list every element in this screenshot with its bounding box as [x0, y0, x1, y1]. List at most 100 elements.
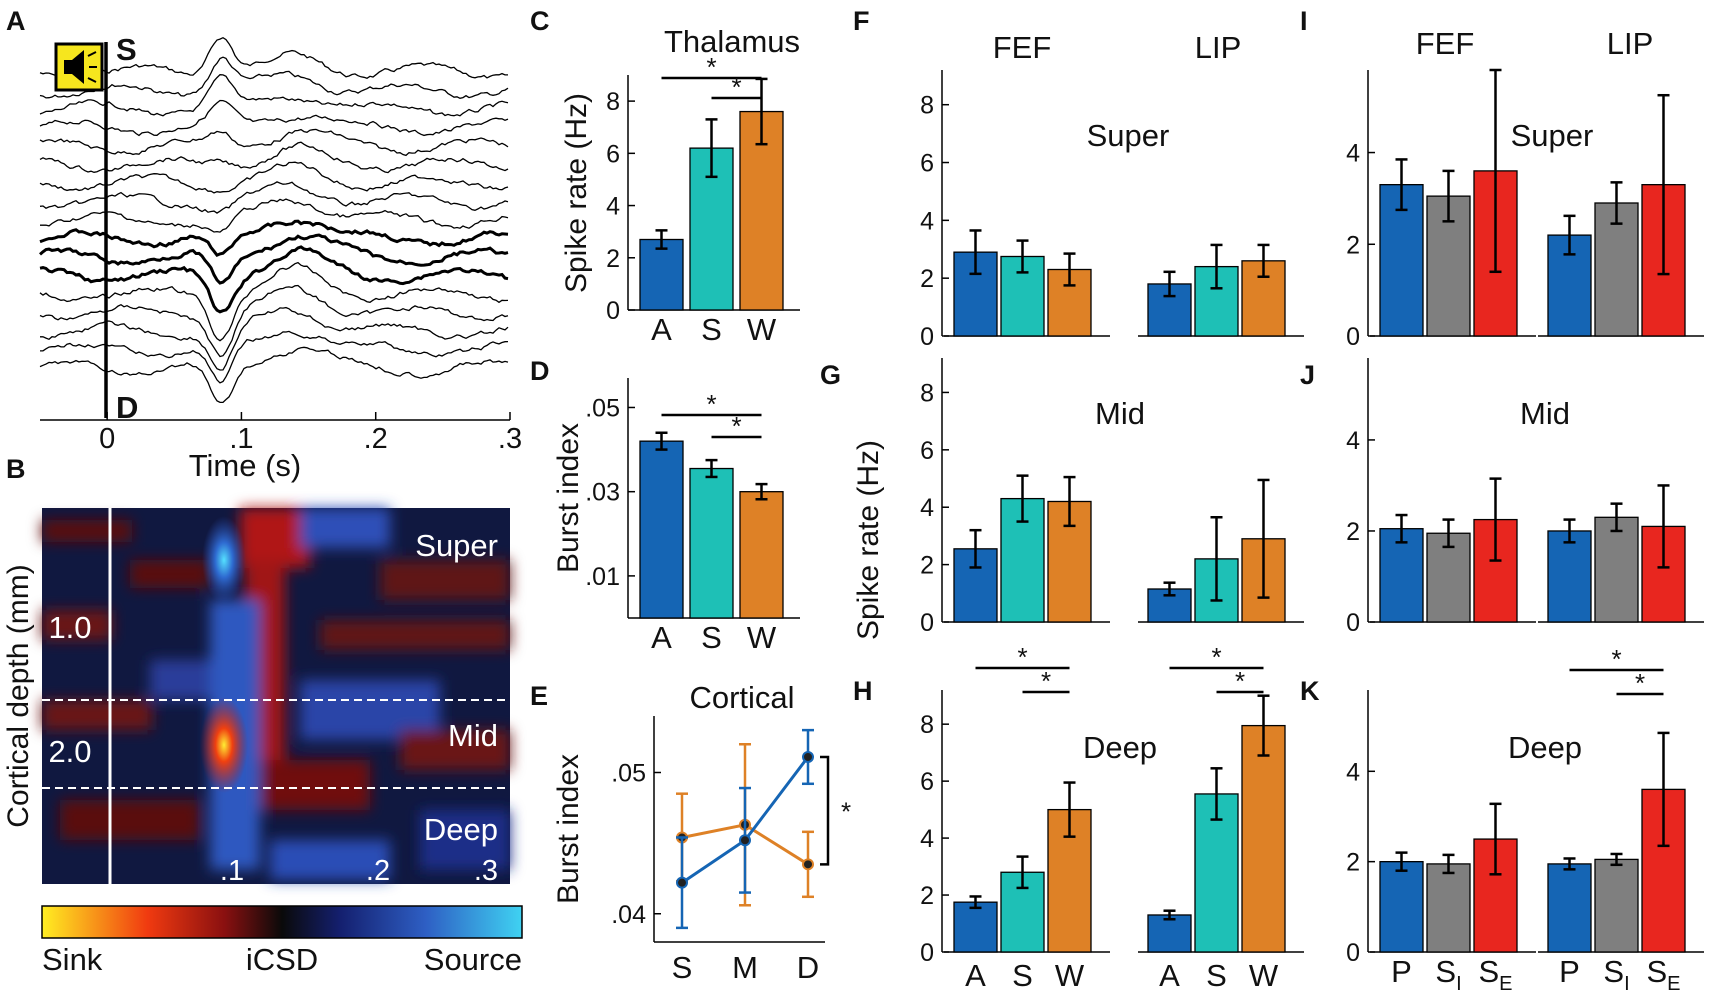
- y-tick-label: .04: [611, 901, 646, 929]
- y-tick-label: 2: [920, 882, 934, 910]
- tick-main: S: [1478, 954, 1499, 989]
- panel-i: 0 2 4 I FEF LIP Super: [1300, 6, 1704, 351]
- depth-tick: 2.0: [48, 734, 91, 769]
- bar: [1379, 528, 1424, 623]
- panel-e: E .04 .05 S M D Cortical Burst index *: [530, 680, 851, 985]
- panel-c: C 0 2 4 6 8 A S W Thalamus Spike rate (Hz) * *: [530, 6, 800, 347]
- panel-b: B: [2, 454, 523, 977]
- colorbar-label-center: iCSD: [246, 942, 318, 977]
- x-tick-label: P: [1559, 954, 1580, 989]
- bar: [1426, 863, 1471, 953]
- trace-label-deep: D: [116, 390, 138, 425]
- bar: [1547, 863, 1592, 953]
- y-axis-label: Spike rate (Hz): [560, 93, 593, 293]
- y-tick-label: 8: [920, 711, 934, 739]
- lfp-trace: [39, 284, 509, 358]
- x-tick-label: W: [1055, 958, 1085, 993]
- tick-main: S: [1603, 954, 1624, 989]
- significance-star: *: [1211, 642, 1221, 672]
- x-tick-label: S: [701, 620, 722, 655]
- icsd-heatmap: [42, 508, 510, 884]
- x-tick-label: S: [672, 950, 693, 985]
- y-tick-label: 4: [920, 207, 934, 235]
- lfp-trace: [39, 74, 509, 117]
- data-point: [739, 834, 751, 847]
- x-tick-label: .1: [229, 423, 253, 455]
- panel-label-g: G: [820, 360, 841, 390]
- group-label: FEF: [993, 30, 1052, 65]
- y-axis-label: Cortical depth (mm): [2, 564, 35, 827]
- x-tick-label: SI: [1435, 954, 1461, 995]
- y-tick-label: 4: [1346, 427, 1360, 455]
- y-tick-label: 4: [1346, 140, 1360, 168]
- bar: [1241, 724, 1286, 953]
- group-label: FEF: [1416, 26, 1475, 61]
- panel-a: A S D 0 .1 .2 .3 Time (s): [6, 6, 522, 483]
- x-tick-label: A: [965, 958, 986, 993]
- significance-star: *: [1635, 668, 1645, 698]
- y-tick-label: 8: [606, 88, 620, 116]
- trace-label-superficial: S: [116, 32, 137, 67]
- group-label: LIP: [1195, 30, 1242, 65]
- significance-star: *: [1611, 644, 1621, 674]
- lfp-trace: [39, 56, 509, 99]
- significance-star: *: [706, 389, 716, 419]
- x-tick-label: S: [1206, 958, 1227, 993]
- colorbar: [41, 905, 523, 939]
- panel-label-f: F: [853, 6, 870, 36]
- x-tick-label: .2: [364, 423, 388, 455]
- y-axis-label: Burst index: [552, 754, 585, 904]
- bar: [689, 467, 734, 619]
- lfp-trace: [39, 128, 509, 157]
- x-ticks: 0 .1 .2 .3: [99, 412, 522, 455]
- y-tick-label: 0: [920, 609, 934, 637]
- panel-label-c: C: [530, 6, 550, 36]
- bar: [1147, 914, 1192, 953]
- panel-f: 0 2 4 6 8 F FEF LIP Super: [853, 6, 1304, 351]
- panel-label-i: I: [1300, 6, 1308, 36]
- layer-label-super: Super: [415, 528, 498, 563]
- y-tick-label: 4: [1346, 758, 1360, 786]
- layer-label: Deep: [1508, 730, 1582, 765]
- layer-label-deep: Deep: [424, 812, 498, 847]
- lfp-trace: [39, 219, 509, 258]
- tick-main: S: [1646, 954, 1667, 989]
- panel-j: 0 2 4 J Mid: [1300, 358, 1704, 637]
- layer-label: Super: [1511, 118, 1594, 153]
- lfp-trace: [39, 346, 509, 404]
- significance-star: *: [706, 52, 716, 82]
- y-tick-label: 0: [1346, 323, 1360, 351]
- time-tick: .1: [220, 855, 244, 887]
- y-tick-label: .05: [585, 394, 620, 422]
- lfp-traces: [39, 36, 509, 404]
- significance-star: *: [731, 411, 741, 441]
- chart-title: Cortical: [689, 680, 794, 715]
- x-tick-label: D: [797, 950, 819, 985]
- bar: [739, 491, 784, 619]
- tick-subscript: E: [1499, 973, 1512, 995]
- y-tick-label: 8: [920, 92, 934, 120]
- tick-main: S: [1435, 954, 1456, 989]
- chart-title: Thalamus: [664, 24, 800, 59]
- x-tick-label: A: [651, 312, 672, 347]
- x-tick-label: SE: [1646, 954, 1680, 995]
- panel-label-b: B: [6, 454, 26, 484]
- x-tick-label: S: [701, 312, 722, 347]
- y-tick-label: 4: [920, 494, 934, 522]
- layer-label: Super: [1087, 118, 1170, 153]
- x-tick-label: S: [1012, 958, 1033, 993]
- layer-label: Deep: [1083, 730, 1157, 765]
- y-tick-label: 2: [1346, 518, 1360, 546]
- significance-star: *: [731, 72, 741, 102]
- y-tick-label: 2: [1346, 849, 1360, 877]
- y-tick-label: 4: [606, 193, 620, 221]
- panel-label-d: D: [530, 356, 550, 386]
- x-tick-label: P: [1391, 954, 1412, 989]
- y-tick-label: 6: [920, 150, 934, 178]
- layer-label: Mid: [1520, 396, 1570, 431]
- y-tick-label: 4: [920, 825, 934, 853]
- lfp-trace: [39, 261, 509, 342]
